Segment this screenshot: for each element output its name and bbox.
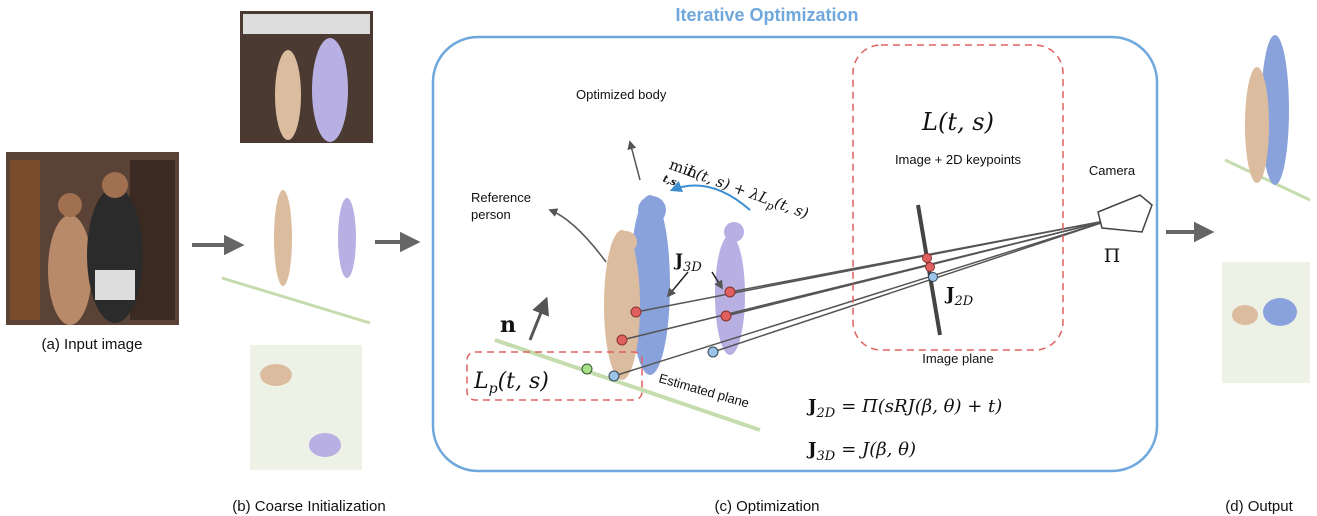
eq-lhs: J: [806, 439, 817, 460]
label: Image + 2D keypoints: [895, 152, 1022, 167]
caption: (b) Coarse Initialization: [232, 498, 385, 515]
body: [275, 50, 301, 140]
camera-icon: [1098, 195, 1152, 232]
label: Optimized body: [576, 87, 667, 102]
body-head: [724, 222, 744, 242]
rays: [614, 220, 1110, 376]
top-view: [250, 345, 362, 470]
equation: J3D = J(β, θ): [806, 439, 916, 464]
min-under: t,s: [661, 174, 678, 189]
optimization-frame: [433, 37, 1157, 471]
body-top: [1232, 305, 1258, 325]
pointer: [550, 210, 606, 262]
person: [87, 187, 143, 323]
plane-loss-main: L: [473, 369, 489, 394]
keypoint: [923, 254, 932, 263]
keypoint: [926, 263, 935, 272]
body: [274, 190, 292, 286]
j2d-main: J: [944, 284, 955, 305]
eq-rhs: = J(β, θ): [841, 439, 916, 460]
plane-loss-sub: p: [489, 381, 498, 397]
body: [312, 38, 348, 142]
pointer: [668, 272, 688, 296]
joint: [708, 347, 718, 357]
joint: [725, 287, 735, 297]
label: Estimated plane: [657, 370, 751, 410]
normal-label: n: [500, 312, 516, 338]
projection-label: Π: [1104, 245, 1121, 267]
label-line: Reference: [471, 190, 531, 205]
pointer: [630, 142, 640, 180]
body-top: [260, 364, 292, 386]
j3d-label: J3D: [673, 251, 702, 275]
person: [48, 215, 92, 325]
ray: [614, 220, 1110, 376]
eq-lhs: J: [806, 396, 817, 417]
caption: (d) Output: [1225, 498, 1293, 515]
stage-arrow: [375, 235, 416, 249]
keypoint: [929, 273, 938, 282]
door: [10, 160, 40, 320]
label-line: person: [471, 207, 511, 222]
caption: (a) Input image: [42, 336, 143, 353]
coarse-photo: [240, 11, 373, 143]
label: Camera: [1089, 163, 1136, 178]
joint: [582, 364, 592, 374]
body-head: [615, 231, 637, 253]
joint: [617, 335, 627, 345]
j2d-label: J2D: [944, 284, 974, 309]
person-head: [58, 193, 82, 217]
ground-plane: [222, 278, 370, 323]
objective-rest: (t, s): [772, 194, 811, 223]
body: [1245, 67, 1269, 183]
reference-body: [604, 230, 640, 380]
plane-loss: Lp(t, s): [473, 369, 549, 397]
label: Image plane: [922, 351, 994, 366]
eq-lhs-sub: 3D: [817, 449, 836, 464]
plane-loss-rest: (t, s): [498, 369, 549, 394]
figure: Iterative Optimization (a) Input image (…: [0, 0, 1317, 516]
j3d-main: J: [673, 251, 683, 271]
stage-arrow: [192, 238, 240, 252]
label: Reference person: [471, 190, 531, 222]
ray: [622, 220, 1110, 340]
shorts: [95, 270, 135, 300]
normal-arrow: [530, 300, 546, 340]
body-top: [1263, 298, 1297, 326]
joint: [721, 311, 731, 321]
eq-lhs-sub: 2D: [816, 406, 836, 421]
ceiling: [243, 14, 370, 34]
person-head: [102, 172, 128, 198]
stage-arrow: [1166, 225, 1210, 239]
caption: (c) Optimization: [714, 498, 819, 515]
body-head: [638, 196, 666, 224]
joint: [631, 307, 641, 317]
j3d-sub: 3D: [683, 260, 702, 275]
top-view: [1222, 262, 1310, 383]
title: Iterative Optimization: [675, 5, 858, 25]
body-top: [309, 433, 341, 457]
eq-rhs: = Π(sRJ(β, θ) + t): [841, 396, 1002, 417]
equation: J2D = Π(sRJ(β, θ) + t): [806, 396, 1002, 421]
j2d-sub: 2D: [954, 294, 974, 309]
body: [338, 198, 356, 278]
joint: [609, 371, 619, 381]
input-image: [6, 152, 179, 325]
loss-2d: L(t, s): [921, 108, 994, 136]
